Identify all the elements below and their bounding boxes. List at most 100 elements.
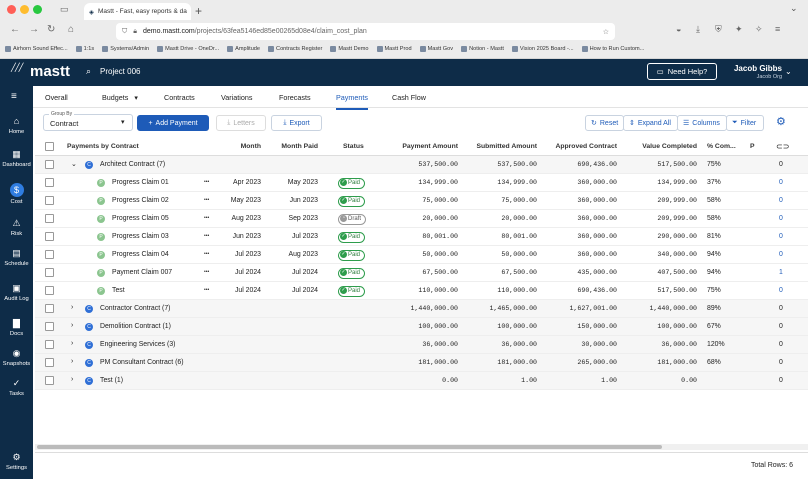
table-row[interactable]: P Progress Claim 01 ••• Apr 2023 May 2023 ✓ Pa… [35, 174, 808, 192]
expand-all-button[interactable]: ⇕ Expand All [623, 115, 678, 131]
group-by-select[interactable]: Group By Contract ▾ [43, 111, 133, 131]
row-actions-icon[interactable]: ••• [204, 197, 210, 203]
row-checkbox[interactable] [45, 250, 54, 259]
sidebar-item-cost[interactable]: $ Cost [0, 183, 33, 205]
contract-group-row[interactable]: › C Engineering Services (3) 36,000.00 36,00… [35, 336, 808, 354]
bookmark-item[interactable]: How to Run Custom... [581, 46, 644, 52]
sidebar-toggle-icon[interactable]: ▭ [60, 4, 69, 14]
scrollbar-thumb[interactable] [37, 445, 662, 449]
browser-tab[interactable]: ◈ Mastt - Fast, easy reports & da ✕ [84, 3, 191, 20]
bookmark-item[interactable]: Mastt Gov [419, 46, 453, 52]
filter-button[interactable]: ⏷ Filter [726, 115, 764, 131]
columns-button[interactable]: ☰ Columns [677, 115, 727, 131]
extension-icon[interactable]: ✦ [735, 24, 743, 34]
tab-cash-flow[interactable]: Cash Flow [392, 93, 426, 102]
row-checkbox[interactable] [45, 196, 54, 205]
column-header[interactable]: Approved Contract [555, 143, 617, 150]
contract-name[interactable]: Architect Contract (7) [100, 161, 165, 168]
logo[interactable]: mastt [30, 63, 71, 80]
sidebar-item-audit-log[interactable]: ▣ Audit Log [0, 283, 33, 302]
minimize-window-icon[interactable] [20, 5, 29, 14]
column-header[interactable]: Status [343, 143, 364, 150]
bookmark-item[interactable]: Contracts Register [268, 46, 322, 52]
expand-chevron-icon[interactable]: › [71, 376, 74, 383]
tab-budgets[interactable]: Budgets ▾ [102, 93, 138, 102]
link-icon[interactable]: ⊂⊃ [776, 142, 790, 151]
back-icon[interactable]: ← [10, 24, 20, 35]
sidebar-item-schedule[interactable]: ▤ Schedule [0, 248, 33, 267]
bookmark-item[interactable]: Notion - Mastt [461, 46, 504, 52]
column-header[interactable]: Month [240, 143, 261, 150]
column-header[interactable]: P [750, 143, 755, 150]
column-header[interactable]: Month Paid [281, 143, 318, 150]
tab-payments[interactable]: Payments [336, 93, 368, 110]
contract-group-row[interactable]: › C PM Consultant Contract (6) 181,000.00 18… [35, 354, 808, 372]
chevron-down-icon[interactable]: ▾ [132, 93, 138, 102]
contract-group-row[interactable]: › C Contractor Contract (7) 1,440,000.00 1,4… [35, 300, 808, 318]
sidebar-item-home[interactable]: ⌂ Home [0, 116, 33, 135]
bookmark-item[interactable]: 1:1s [75, 46, 94, 52]
user-menu-chevron-icon[interactable]: ⌄ [785, 67, 792, 76]
row-checkbox[interactable] [45, 340, 54, 349]
maximize-window-icon[interactable] [33, 5, 42, 14]
row-actions-icon[interactable]: ••• [204, 233, 210, 239]
column-header[interactable]: Payments by Contract [67, 143, 139, 150]
row-checkbox[interactable] [45, 286, 54, 295]
contract-name[interactable]: PM Consultant Contract (6) [100, 359, 184, 366]
row-checkbox[interactable] [45, 214, 54, 223]
row-checkbox[interactable] [45, 358, 54, 367]
table-row[interactable]: P Progress Claim 02 ••• May 2023 Jun 2023 ✓ Pa… [35, 192, 808, 210]
user-name[interactable]: Jacob Gibbs [733, 64, 782, 73]
add-payment-button[interactable]: + Add Payment [137, 115, 209, 131]
expand-chevron-icon[interactable]: › [71, 304, 74, 311]
sidebar-item-tasks[interactable]: ✓ Tasks [0, 378, 33, 397]
close-window-icon[interactable] [7, 5, 16, 14]
row-actions-icon[interactable]: ••• [204, 287, 210, 293]
forward-icon[interactable]: → [29, 24, 39, 35]
sidebar-item-snapshots[interactable]: ◉ Snapshots [0, 348, 33, 367]
expand-chevron-icon[interactable]: › [71, 340, 74, 347]
download-icon[interactable]: ⤓ [696, 24, 700, 34]
expand-chevron-icon[interactable]: › [71, 358, 74, 365]
row-checkbox[interactable] [45, 304, 54, 313]
reset-button[interactable]: ↻ Reset [585, 115, 624, 131]
sidebar-item-risk[interactable]: ⚠ Risk [0, 218, 33, 237]
table-row[interactable]: P Progress Claim 03 ••• Jun 2023 Jul 2023 ✓ Pa… [35, 228, 808, 246]
select-all-checkbox[interactable] [45, 142, 54, 151]
pocket-icon[interactable]: ◒ [676, 24, 682, 34]
contract-name[interactable]: Engineering Services (3) [100, 341, 175, 348]
tab-contracts[interactable]: Contracts [164, 93, 195, 102]
horizontal-scrollbar[interactable] [35, 444, 808, 450]
bookmark-item[interactable]: Airhorn Sound Effec... [5, 46, 68, 52]
row-checkbox[interactable] [45, 268, 54, 277]
sidebar-item-dashboard[interactable]: ▦ Dashboard [0, 149, 33, 168]
row-checkbox[interactable] [45, 178, 54, 187]
column-header[interactable]: Payment Amount [402, 143, 458, 150]
collapse-chevron-icon[interactable]: ⌄ [71, 161, 77, 168]
bookmark-item[interactable]: Mastt Drive - OneDr... [157, 46, 219, 52]
settings-gear-icon[interactable]: ⚙ [776, 116, 786, 128]
bookmark-item[interactable]: Vision 2025 Board -... [511, 46, 574, 52]
contract-name[interactable]: Test (1) [100, 377, 123, 384]
contract-group-row[interactable]: ⌄ C Architect Contract (7) 537,500.00 537,50… [35, 156, 808, 174]
export-button[interactable]: ⤓ Export [271, 115, 322, 131]
bookmark-star-icon[interactable]: ☆ [602, 28, 609, 36]
help-button[interactable]: ▭ Need Help? [647, 63, 717, 80]
contract-group-row[interactable]: › C Test (1) 0.00 1.00 1.00 0.00 0 [35, 372, 808, 390]
table-row[interactable]: P Test ••• Jul 2024 Jul 2024 ✓ Paid 110,000.00 1… [35, 282, 808, 300]
menu-icon[interactable]: ≡ [775, 24, 781, 34]
extension-shield-icon[interactable]: ⛨ [715, 24, 722, 34]
sidebar-item-docs[interactable]: ▇ Docs [0, 318, 33, 337]
column-header[interactable]: % Com... [707, 143, 736, 150]
column-header[interactable]: Submitted Amount [476, 143, 537, 150]
expand-chevron-icon[interactable]: › [71, 322, 74, 329]
tab-list-icon[interactable]: ⌄ [790, 3, 798, 13]
contract-name[interactable]: Demolition Contract (1) [100, 323, 171, 330]
column-header[interactable]: Value Completed [642, 143, 697, 150]
tab-forecasts[interactable]: Forecasts [279, 93, 311, 102]
address-bar[interactable]: ⛉ 🔒︎ demo.mastt.com/projects/63fea5146ed… [116, 23, 615, 40]
table-row[interactable]: P Progress Claim 05 ••• Aug 2023 Sep 2023 ◔ Dr… [35, 210, 808, 228]
new-tab-icon[interactable]: + [195, 4, 203, 18]
home-browser-icon[interactable]: ⌂ [68, 24, 75, 35]
row-actions-icon[interactable]: ••• [204, 251, 210, 257]
